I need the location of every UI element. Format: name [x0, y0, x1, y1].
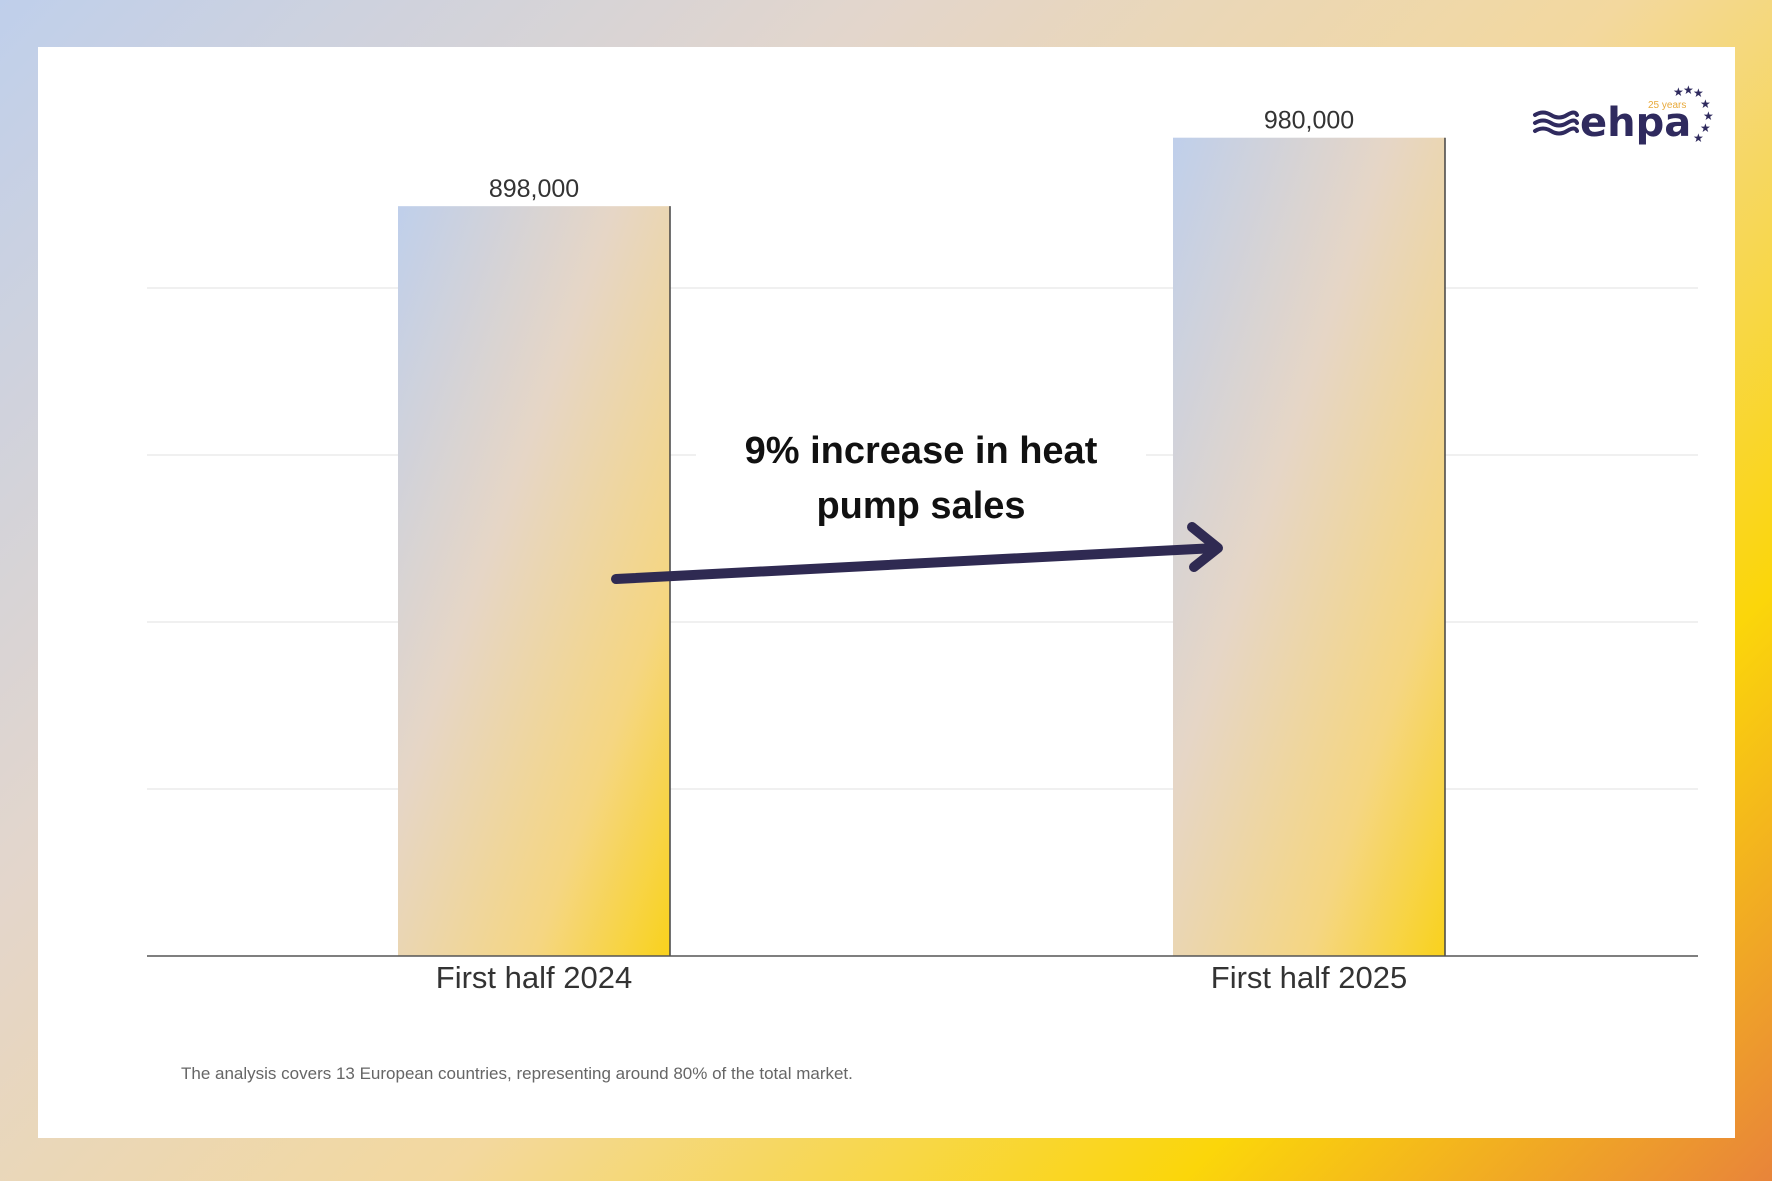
svg-text:25 years: 25 years	[1648, 100, 1686, 111]
svg-text:★: ★	[1683, 83, 1694, 97]
svg-text:★: ★	[1700, 97, 1711, 111]
annotation: 9% increase in heat pump sales	[696, 424, 1146, 534]
ehpa-logo: ehpa 25 years ★ ★ ★ ★★★★	[1533, 83, 1714, 146]
svg-text:★: ★	[1700, 121, 1711, 135]
x-tick-label: First half 2024	[436, 960, 632, 995]
svg-text:★: ★	[1693, 86, 1704, 100]
svg-text:★: ★	[1673, 85, 1684, 99]
arrow-icon	[611, 522, 1223, 584]
x-tick-label: First half 2025	[1211, 960, 1407, 995]
footnote: The analysis covers 13 European countrie…	[181, 1064, 853, 1083]
svg-text:★: ★	[1693, 131, 1704, 145]
svg-text:ehpa: ehpa	[1580, 100, 1691, 146]
svg-text:★: ★	[1703, 109, 1714, 123]
data-label: 898,000	[489, 175, 579, 203]
chart-panel	[38, 47, 1735, 1138]
data-label: 980,000	[1264, 107, 1354, 135]
